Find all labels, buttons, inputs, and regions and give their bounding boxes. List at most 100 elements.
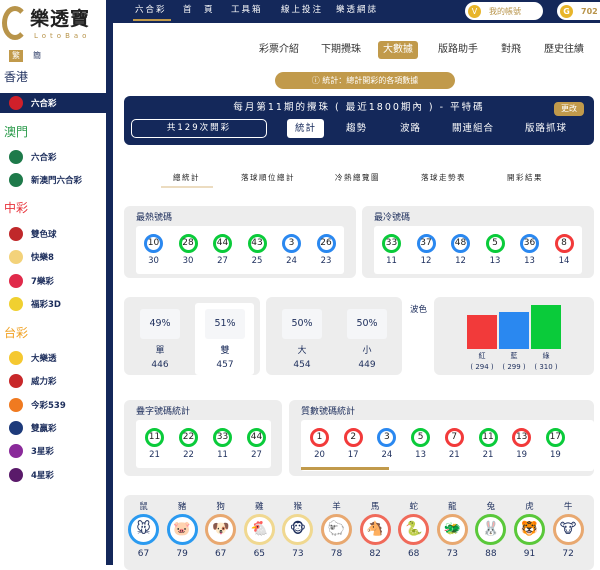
main-tab[interactable]: 歷史往績 [544,44,584,55]
sidebar-item[interactable]: 福彩3D [0,294,106,314]
sidebar-item[interactable]: 3星彩 [0,441,106,461]
panel-tab[interactable]: 趨勢 [346,123,368,134]
wave-bar-label: 藍 [510,352,518,360]
main-tab[interactable]: 大數據 [378,41,418,59]
ball-count: 27 [251,450,262,460]
panel-tab[interactable]: 統計 [287,119,325,138]
sub-tab[interactable]: 落球走勢表 [421,173,466,182]
nav-item[interactable]: 樂透網誌 [336,5,379,15]
sidebar-item-label: 威力彩 [31,377,57,387]
zodiac-animal-icon: 🐯 [514,514,545,545]
sidebar-item[interactable]: 六合彩 [0,93,106,113]
stat-value: 446 [151,360,169,370]
sidebar-item-label: 今彩539 [31,401,66,411]
lang-simplified[interactable]: 簡 [33,51,41,60]
wave-bar-blue [499,311,529,349]
zodiac-animal-icon: 🐲 [436,514,468,545]
sidebar-item[interactable]: 快樂8 [0,247,106,267]
main-tab[interactable]: 對飛 [501,44,521,55]
horizontal-scrollbar[interactable] [301,467,390,470]
sidebar-item[interactable]: 雙色球 [0,224,106,244]
lottery-logo-icon [9,297,23,311]
coins-button[interactable]: G 702 [557,2,600,20]
zodiac-name: 羊 [332,502,341,512]
top-nav: 六合彩 首 頁 工具箱 線上投注 樂透網誌 V 我的帳號 G 702 [113,0,600,23]
ball-count: 21 [149,450,160,460]
number-ball: 36 [520,234,539,253]
stat-label: 單 [155,346,165,356]
zodiac-name: 馬 [370,502,380,512]
sidebar-item[interactable]: 新澳門六合彩 [0,170,106,190]
prime-numbers-card: 質數號碼統計 1 20 2 17 3 24 5 13 7 21 11 21 13 19 17 19 [289,400,594,476]
cold-balls: 33 11 37 12 48 12 5 13 36 13 8 14 [374,226,582,274]
prime-balls: 1 20 2 17 3 24 5 13 7 21 11 21 13 19 17 19 [301,420,594,471]
ball-count: 12 [420,256,432,266]
lottery-logo-icon [9,96,23,110]
repeat-balls: 11 21 22 22 33 11 44 27 [136,420,271,468]
sub-tab[interactable]: 總統計 [173,173,200,182]
nav-item[interactable]: 首 頁 [183,5,215,15]
zodiac-name: 虎 [525,502,534,512]
zodiac-name: 猴 [293,502,303,512]
wave-title: 波色 [410,305,428,315]
lottery-logo-icon [9,227,23,241]
number-ball: 2 [343,428,363,447]
v-icon: V [468,4,481,18]
panel-tab[interactable]: 波路 [400,123,422,134]
coins-value: 702 [581,6,598,16]
zodiac-count: 88 [485,549,497,559]
sidebar-item[interactable]: 威力彩 [0,371,106,391]
zodiac-name: 鼠 [139,502,148,512]
nav-item[interactable]: 工具箱 [231,5,263,15]
sidebar-item-label: 4星彩 [31,471,54,481]
subtab-underline [161,186,213,188]
number-ball: 3 [377,428,397,447]
sidebar-border [106,0,113,565]
change-button[interactable]: 更改 [554,102,584,116]
main-tab[interactable]: 下期攪珠 [321,44,361,55]
ball-count: 21 [448,450,460,460]
lang-traditional[interactable]: 繁 [9,50,23,62]
sidebar-item[interactable]: 4星彩 [0,465,106,485]
zodiac-name: 雞 [255,502,264,512]
number-ball: 44 [247,428,266,447]
lottery-logo-icon [9,351,23,365]
sidebar-item[interactable]: 六合彩 [0,147,106,167]
wave-bar-green [531,305,561,349]
nav-item[interactable]: 線上投注 [281,5,324,15]
account-button[interactable]: V 我的帳號 [465,2,543,20]
sub-tab[interactable]: 開彩結果 [507,173,543,182]
number-ball: 26 [316,234,336,253]
zodiac-name: 蛇 [409,502,418,512]
sub-tab[interactable]: 落球順位總計 [241,173,295,182]
ball-count: 27 [217,256,228,266]
sidebar-item-label: 六合彩 [31,153,57,163]
sidebar-item-label: 雙贏彩 [31,424,57,434]
lottery-logo-icon [9,374,23,388]
panel-tab[interactable]: 關連組合 [452,123,495,134]
stat-label: 雙 [220,346,230,356]
sidebar-item[interactable]: 7樂彩 [0,271,106,291]
zodiac-count: 73 [292,549,304,559]
sidebar-item[interactable]: 今彩539 [0,395,106,415]
region-heading: 中彩 [4,201,29,215]
zodiac-count: 91 [523,549,536,559]
nav-item[interactable]: 六合彩 [135,5,167,15]
logo-icon [2,6,28,40]
lottery-logo-icon [9,468,23,482]
lottery-logo-icon [9,150,23,164]
number-ball: 8 [554,234,574,253]
zodiac-count: 82 [369,549,381,559]
sidebar-item[interactable]: 雙贏彩 [0,418,106,438]
zodiac-count: 72 [562,549,574,559]
ball-count: 12 [455,256,466,266]
sidebar-item[interactable]: 大樂透 [0,348,106,368]
lottery-logo-icon [9,250,23,264]
zodiac-animal-icon: 🐶 [205,514,237,545]
main-tab[interactable]: 版路助手 [438,44,478,55]
zodiac-count: 65 [253,549,266,559]
sub-tab[interactable]: 冷熱總覽圖 [335,173,380,182]
ball-count: 14 [558,256,570,266]
main-tab[interactable]: 彩票介紹 [259,44,299,55]
panel-tab[interactable]: 版路抓球 [525,123,568,134]
